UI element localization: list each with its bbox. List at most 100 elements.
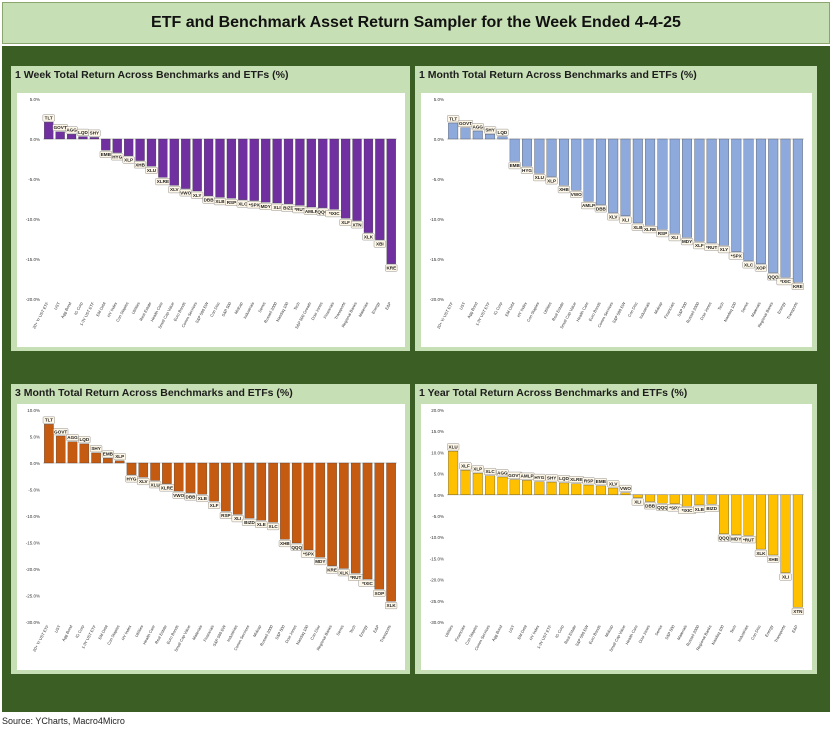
- data-label: AMLP: [303, 207, 319, 215]
- chart-title-1-week: 1 Week Total Return Across Benchmarks an…: [15, 69, 289, 81]
- x-category-label: 20+ Yr UST ETF: [32, 624, 51, 653]
- bar: [363, 138, 374, 233]
- bar: [197, 462, 208, 495]
- bar: [485, 134, 496, 140]
- x-category-label: EM Debt: [516, 623, 528, 640]
- x-category-label: IG Corp: [74, 623, 85, 638]
- plot-1-year: 20.0% 15.0% 10.0% 5.0% 0.0% -5.0% -10.0% -15.0%…: [421, 404, 812, 670]
- data-label: MDY: [681, 238, 694, 246]
- data-label-box: [508, 162, 521, 170]
- data-label-box: [191, 191, 204, 199]
- data-label-box: [728, 252, 744, 260]
- y-tick-label: -20.0%: [430, 578, 444, 583]
- data-label: GOVT: [52, 124, 68, 131]
- data-label-box: [471, 123, 484, 131]
- data-label-box: [533, 473, 546, 481]
- data-label-box: [90, 445, 103, 453]
- data-label-text: DBB: [645, 503, 656, 508]
- bar: [91, 452, 101, 464]
- x-category-label: Utilities: [130, 301, 140, 315]
- data-label-box: [459, 462, 472, 470]
- bar: [55, 131, 65, 140]
- data-label-box: [484, 126, 497, 134]
- bar: [352, 138, 362, 221]
- data-label-text: SHY: [90, 131, 99, 136]
- bar: [792, 138, 803, 283]
- y-tick-label: -10.0%: [26, 514, 40, 519]
- bar: [138, 462, 149, 478]
- bar: [632, 494, 643, 498]
- data-label-box: [791, 283, 804, 290]
- data-label: XLC: [236, 200, 249, 208]
- bar: [669, 138, 680, 234]
- data-label-text: XLF: [695, 243, 704, 248]
- bar: [620, 492, 631, 495]
- data-label-text: XLV: [139, 479, 149, 484]
- data-label: XLF: [208, 501, 221, 509]
- data-label-text: XLI: [782, 575, 789, 580]
- x-category-label: Midcap: [604, 623, 615, 637]
- data-label-box: [631, 498, 644, 506]
- bar: [632, 138, 643, 224]
- bar: [66, 134, 77, 140]
- bar: [169, 138, 179, 186]
- bar: [55, 435, 66, 464]
- data-label: XLP: [122, 156, 135, 164]
- data-label: SHY: [88, 129, 101, 137]
- x-category-label: UST: [507, 624, 515, 634]
- data-label-text: XLC: [485, 469, 495, 474]
- data-label-text: XLU: [151, 482, 161, 487]
- bar: [472, 473, 483, 495]
- data-label: GOVT: [53, 428, 69, 436]
- data-label: KRE: [791, 283, 804, 290]
- bar: [327, 462, 337, 566]
- data-label-text: XHB: [135, 162, 145, 167]
- data-label: XLI: [619, 216, 632, 224]
- data-label-box: [42, 114, 55, 122]
- data-label: DBB: [644, 502, 657, 510]
- data-label-text: RSP: [584, 478, 593, 483]
- bar: [306, 138, 316, 208]
- data-label-text: XLU: [535, 175, 545, 180]
- data-label-text: HYG: [112, 154, 122, 159]
- data-label-box: [447, 115, 460, 123]
- data-label: XLY: [191, 191, 204, 199]
- data-label-text: KRE: [793, 284, 803, 289]
- data-label-text: XLE: [257, 522, 266, 527]
- bar: [79, 443, 90, 464]
- data-label-box: [122, 156, 135, 164]
- data-label-text: XLI: [634, 500, 641, 505]
- x-category-label: Semis: [257, 301, 267, 313]
- data-label: XLE: [255, 521, 268, 528]
- x-category-label: Tech: [716, 301, 724, 311]
- data-label-text: *SPX: [303, 552, 315, 557]
- data-label-box: [767, 273, 780, 281]
- data-label-text: XLK: [339, 570, 349, 575]
- data-label: XLV: [137, 478, 150, 485]
- data-label-box: [267, 523, 280, 531]
- bar: [546, 481, 557, 495]
- bar: [558, 482, 569, 495]
- bar: [268, 462, 278, 523]
- data-label-text: QQQ: [657, 505, 668, 510]
- data-label-box: [607, 213, 620, 221]
- bar: [244, 462, 255, 519]
- x-category-label: EM Debt: [95, 300, 107, 317]
- x-category-label: Con Disc: [750, 624, 762, 641]
- data-label-box: [594, 478, 607, 486]
- data-label-box: [337, 569, 350, 577]
- data-label-text: XLP: [473, 466, 482, 471]
- data-label-box: [619, 485, 632, 492]
- bar: [103, 458, 113, 464]
- bar: [114, 460, 125, 464]
- data-label-text: AMLP: [521, 474, 534, 479]
- data-label: EMB: [508, 162, 521, 170]
- data-label-text: KRE: [386, 266, 396, 271]
- data-label-text: XLF: [210, 503, 219, 508]
- data-label-box: [42, 416, 55, 424]
- data-label-box: [314, 558, 327, 566]
- data-label-text: XLB: [215, 199, 225, 204]
- chart-title-3-month: 3 Month Total Return Across Benchmarks a…: [15, 387, 293, 399]
- bar: [272, 138, 282, 204]
- data-label: *RUT: [348, 574, 364, 581]
